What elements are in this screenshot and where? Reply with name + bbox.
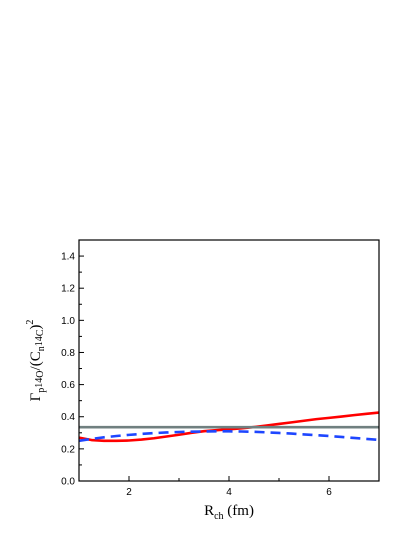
y-tick-label: 0.8 [61, 348, 75, 359]
series-line-2 [79, 430, 379, 443]
y-tick-label: 0.4 [61, 412, 75, 423]
y-axis-label: Γp14O/(Cn14C)2 [25, 320, 47, 402]
y-tick-label: 0.6 [61, 380, 75, 391]
y-tick-label: 1.2 [61, 284, 75, 295]
x-axis-label: Rch (fm) [204, 503, 254, 522]
ticks-layer: 2 4 6 0.0 0.2 0.4 0.6 0.8 1.0 1.2 1.4 [61, 239, 380, 498]
y-tick-label: 0.0 [61, 477, 75, 488]
series-line-1 [79, 411, 379, 443]
y-tick-label: 0.2 [61, 444, 75, 455]
x-tick-label: 4 [226, 487, 232, 498]
plot-frame [78, 239, 380, 482]
y-tick-label: 1.4 [61, 252, 75, 263]
series-layer [79, 411, 379, 443]
x-tick-label: 2 [126, 487, 132, 498]
x-tick-label: 6 [326, 487, 332, 498]
y-tick-label: 1.0 [61, 316, 75, 327]
